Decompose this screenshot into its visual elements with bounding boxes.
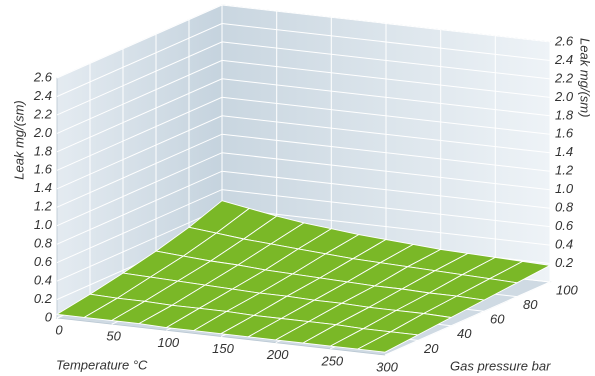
z-tick-label: 2.2: [33, 106, 53, 121]
x-tick-label: 150: [212, 341, 234, 356]
y-axis-title: Gas pressure bar: [450, 358, 551, 373]
z-tick-label: 0.2: [34, 291, 53, 306]
z-axis-title: Leak mg/(sm): [11, 100, 26, 179]
z-tick-label: 2.6: [33, 69, 53, 84]
z-tick-label: 0.4: [34, 273, 52, 288]
z-axis-title-right: Leak mg/(sm): [578, 38, 593, 117]
grid-line: [384, 42, 551, 356]
x-tick-label: 250: [320, 353, 343, 368]
x-tick-label: 50: [106, 329, 121, 344]
z-tick-label-right: 1.6: [555, 126, 574, 141]
x-tick-label: 300: [376, 359, 398, 374]
z-tick-label-right: 1.0: [555, 181, 574, 196]
z-tick-label-right: 2.6: [554, 33, 574, 48]
z-tick-label-right: 1.8: [555, 107, 574, 122]
z-tick-label: 1.4: [34, 180, 52, 195]
x-tick-label: 0: [55, 322, 63, 337]
z-tick-label: 1.8: [34, 143, 53, 158]
z-tick-label: 1.0: [34, 217, 53, 232]
z-tick-label: 2.0: [33, 125, 53, 140]
z-tick-label-right: 1.4: [555, 144, 573, 159]
z-tick-label-right: 1.2: [555, 163, 574, 178]
y-tick-label: 20: [423, 341, 439, 356]
z-tick-label: 1.2: [34, 199, 53, 214]
x-tick-label: 200: [266, 347, 289, 362]
z-tick-label-right: 0.8: [555, 200, 574, 215]
z-tick-label-right: 0.2: [555, 255, 574, 270]
z-tick-label-right: 0.4: [555, 237, 573, 252]
z-tick-label-right: 2.2: [554, 70, 574, 85]
y-tick-label: 40: [457, 326, 472, 341]
z-tick-label: 0.6: [34, 254, 53, 269]
z-tick-label: 1.6: [34, 162, 53, 177]
z-tick-label-right: 2.4: [554, 52, 573, 67]
z-tick-label: 2.4: [33, 88, 52, 103]
y-tick-label: 100: [556, 282, 578, 297]
x-tick-label: 100: [157, 335, 179, 350]
surface-cell: [357, 331, 419, 353]
z-tick-label: 0.8: [34, 236, 53, 251]
z-tick-label-right: 2.0: [554, 89, 574, 104]
y-tick-label: 60: [490, 312, 505, 327]
y-tick-label: 80: [523, 297, 538, 312]
z-tick-label: 0: [45, 309, 53, 324]
x-axis-title: Temperature °C: [56, 357, 148, 372]
z-tick-label-right: 0.6: [555, 218, 574, 233]
